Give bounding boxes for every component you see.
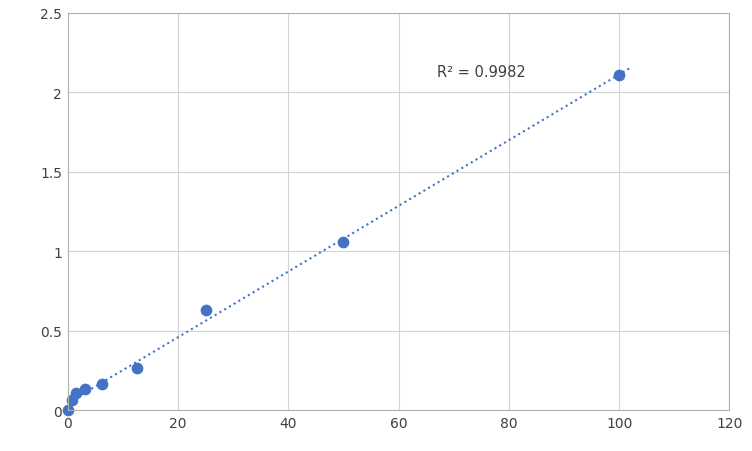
Point — [62, 406, 74, 414]
Point — [199, 307, 211, 314]
Point — [66, 396, 78, 404]
Point — [131, 365, 143, 372]
Point — [70, 390, 82, 397]
Point — [96, 381, 108, 388]
Point — [338, 239, 350, 246]
Point — [79, 386, 91, 393]
Point — [613, 72, 625, 79]
Text: R² = 0.9982: R² = 0.9982 — [437, 65, 526, 80]
